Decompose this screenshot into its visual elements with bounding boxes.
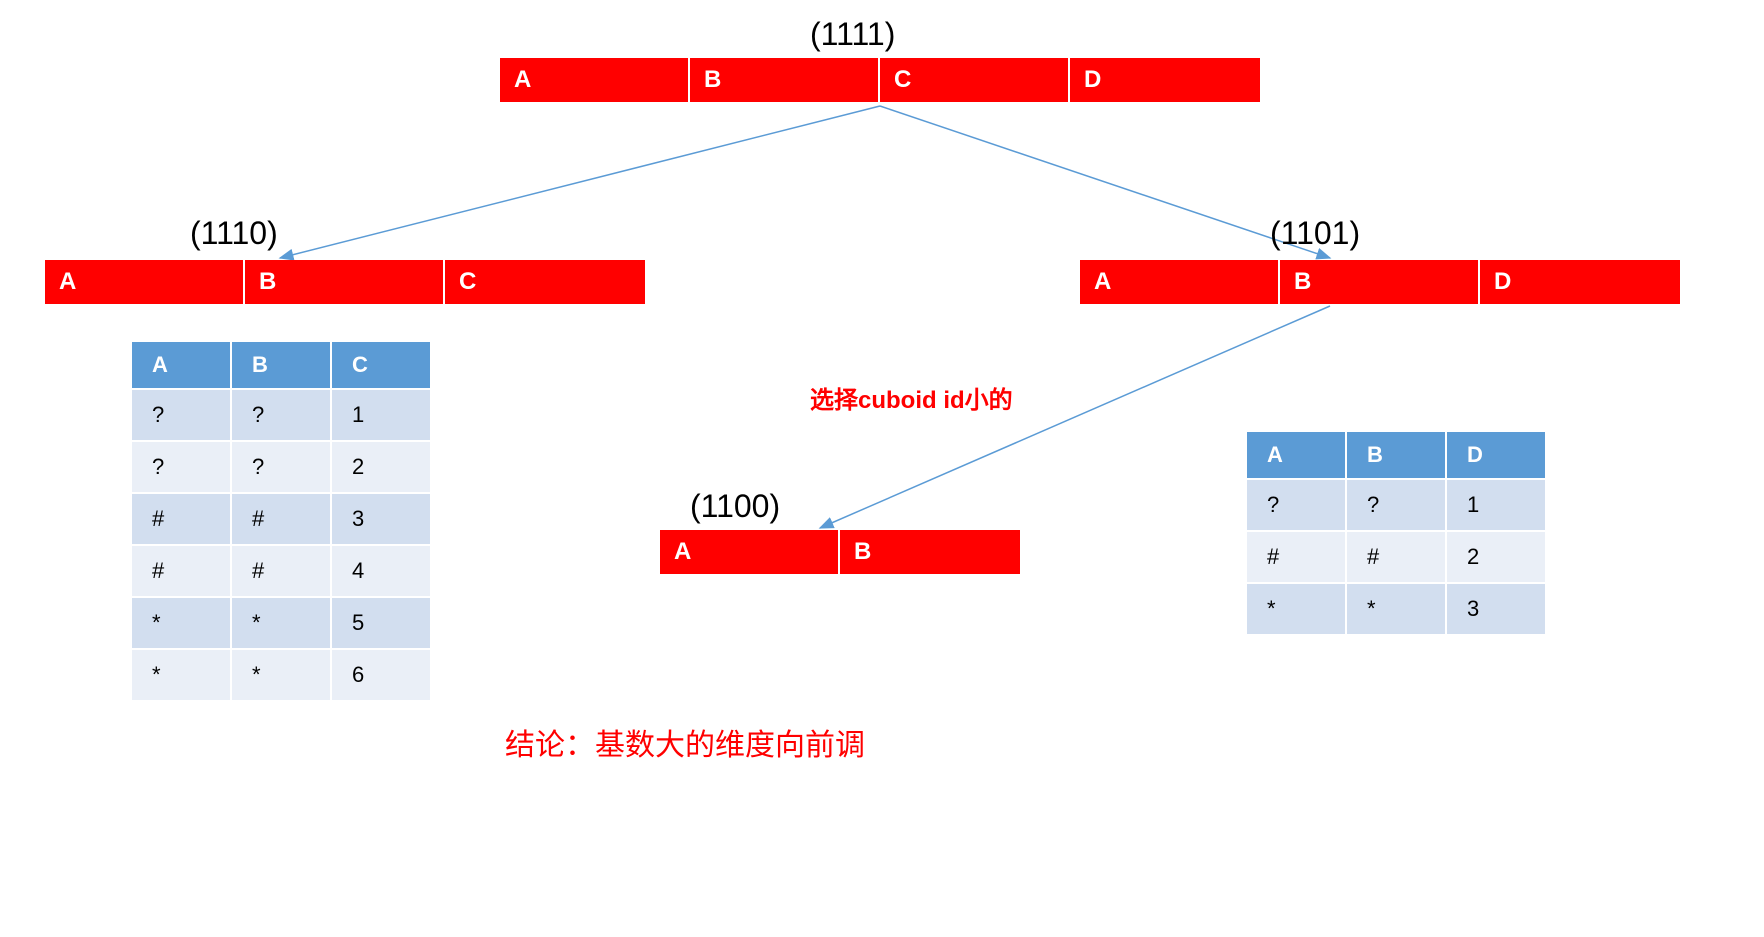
tree-edge	[880, 106, 1330, 258]
table-header-cell: B	[231, 341, 331, 389]
table-cell: ?	[131, 389, 231, 441]
left-label: (1110)	[190, 215, 278, 252]
table-row: ##3	[131, 493, 431, 545]
conclusion-text: 结论：基数大的维度向前调	[505, 720, 865, 764]
cuboid-cell: A	[1080, 260, 1280, 304]
table-cell: *	[1346, 583, 1446, 635]
table-cell: *	[131, 649, 231, 701]
table-header-cell: D	[1446, 431, 1546, 479]
table-header-cell: A	[131, 341, 231, 389]
table-cell: 4	[331, 545, 431, 597]
cuboid-cell: C	[445, 260, 645, 304]
cuboid-cell: B	[840, 530, 1020, 574]
cuboid-cell: A	[500, 58, 690, 102]
bottom-cuboid: AB	[660, 530, 1020, 574]
cuboid-cell: B	[1280, 260, 1480, 304]
table-cell: 1	[1446, 479, 1546, 531]
table-cell: 1	[331, 389, 431, 441]
cuboid-cell: B	[690, 58, 880, 102]
table-row: ??2	[131, 441, 431, 493]
table-cell: #	[131, 545, 231, 597]
table-row: ??1	[131, 389, 431, 441]
table-cell: *	[131, 597, 231, 649]
edge-annotation: 选择cuboid id小的	[810, 380, 1013, 415]
table-cell: #	[231, 545, 331, 597]
table-cell: ?	[1246, 479, 1346, 531]
bottom-label: (1100)	[690, 488, 780, 525]
table-row: **6	[131, 649, 431, 701]
table-header-cell: A	[1246, 431, 1346, 479]
table-cell: #	[231, 493, 331, 545]
table-cell: *	[231, 649, 331, 701]
table-row: **3	[1246, 583, 1546, 635]
table-cell: ?	[231, 389, 331, 441]
table-cell: 6	[331, 649, 431, 701]
table-cell: #	[131, 493, 231, 545]
tree-edge	[280, 106, 880, 258]
table-cell: #	[1246, 531, 1346, 583]
table-cell: *	[231, 597, 331, 649]
table-cell: ?	[1346, 479, 1446, 531]
cuboid-cell: A	[45, 260, 245, 304]
table-cell: 2	[331, 441, 431, 493]
table-row: ##4	[131, 545, 431, 597]
cuboid-cell: A	[660, 530, 840, 574]
cuboid-cell: D	[1070, 58, 1260, 102]
left-data-table: ABC??1??2##3##4**5**6	[130, 340, 432, 702]
table-cell: ?	[231, 441, 331, 493]
root-label: (1111)	[810, 16, 895, 53]
table-cell: 2	[1446, 531, 1546, 583]
right-cuboid: ABD	[1080, 260, 1680, 304]
table-header-cell: C	[331, 341, 431, 389]
table-cell: 3	[331, 493, 431, 545]
root-cuboid: ABCD	[500, 58, 1260, 102]
table-row: **5	[131, 597, 431, 649]
table-header-cell: B	[1346, 431, 1446, 479]
table-row: ??1	[1246, 479, 1546, 531]
right-data-table: ABD??1##2**3	[1245, 430, 1547, 636]
table-row: ##2	[1246, 531, 1546, 583]
table-cell: 3	[1446, 583, 1546, 635]
cuboid-cell: C	[880, 58, 1070, 102]
table-cell: *	[1246, 583, 1346, 635]
left-cuboid: ABC	[45, 260, 645, 304]
right-label: (1101)	[1270, 215, 1360, 252]
table-cell: #	[1346, 531, 1446, 583]
cuboid-cell: D	[1480, 260, 1680, 304]
table-cell: 5	[331, 597, 431, 649]
table-cell: ?	[131, 441, 231, 493]
cuboid-cell: B	[245, 260, 445, 304]
